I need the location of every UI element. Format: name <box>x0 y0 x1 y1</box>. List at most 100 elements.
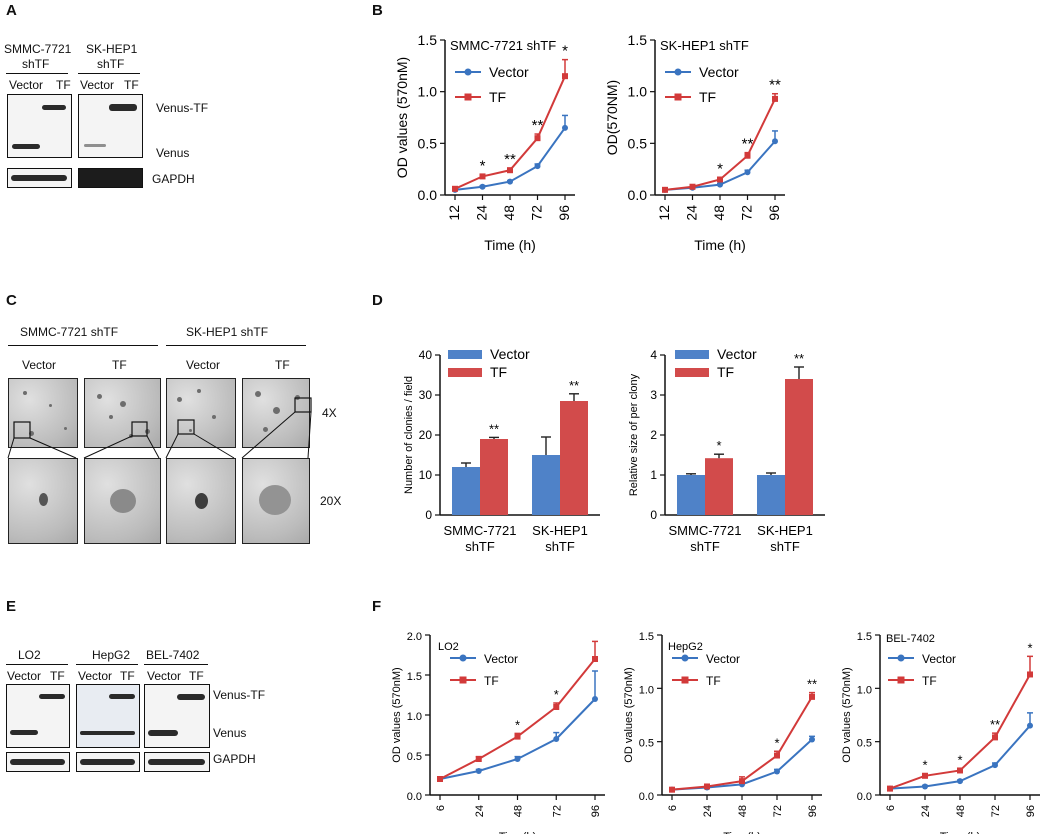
x-tick-label: 12 <box>656 205 672 221</box>
blot-e-gapdh-2 <box>76 752 140 772</box>
y-tick-label: 0.0 <box>418 187 438 203</box>
blot-e-underline-2 <box>76 664 138 665</box>
legend-label: TF <box>699 89 716 105</box>
point-tf <box>437 776 443 782</box>
blot-e-lane-vector-3: Vector <box>147 669 181 683</box>
point-vector <box>535 163 541 169</box>
x-tick-label: 6 <box>435 805 447 811</box>
y-tick-label: 2.0 <box>407 631 422 643</box>
bar-vector <box>532 455 560 515</box>
blot-e-main-3 <box>144 684 210 748</box>
y-tick-label: 30 <box>419 388 433 402</box>
y-tick-label: 0.5 <box>407 751 422 763</box>
point-tf <box>562 73 568 79</box>
band-venus-tf <box>177 694 205 700</box>
bar-tf <box>785 379 813 515</box>
chart-f-hepg2: 0.0 0.5 1.0 1.5 6 24 48 72 96 Time(h) OD values (5… <box>622 620 832 832</box>
y-tick-label: 1.5 <box>418 32 438 48</box>
legend-label: TF <box>706 674 721 688</box>
chart-d-clony-size: 01234Relative size of per clony *SMMC-772… <box>610 335 840 565</box>
legend-marker <box>682 677 689 684</box>
y-tick-label: 3 <box>650 388 657 402</box>
y-tick-label: 1 <box>650 468 657 482</box>
y-tick-label: 20 <box>419 428 433 442</box>
point-vector <box>745 169 751 175</box>
significance-marker: ** <box>807 677 817 692</box>
significance-marker: * <box>716 438 721 453</box>
y-tick-label: 0.5 <box>418 135 438 151</box>
significance-marker: ** <box>489 421 499 436</box>
bar-vector <box>452 467 480 515</box>
blot-e-underline-3 <box>144 664 208 665</box>
x-tick-label: 48 <box>711 205 727 221</box>
x-tick-label: 48 <box>501 205 517 221</box>
significance-marker: ** <box>794 351 804 366</box>
y-tick-label: 0.0 <box>857 791 872 803</box>
legend-label: TF <box>489 89 506 105</box>
chart-title: BEL-7402 <box>886 633 935 645</box>
bar-vector <box>757 475 785 515</box>
x-tick-label: 72 <box>551 805 563 817</box>
point-tf <box>515 734 521 740</box>
x-tick-label: 24 <box>702 805 714 817</box>
chart-title: LO2 <box>438 641 459 653</box>
band-venus-tf <box>39 694 65 699</box>
blot-e-label-venus-tf: Venus-TF <box>213 688 265 702</box>
blot-e-gapdh-1 <box>6 752 70 772</box>
x-tick-label: 24 <box>474 805 486 817</box>
point-vector <box>476 768 482 774</box>
y-tick-label: 1.0 <box>407 711 422 723</box>
blot-e-lane-tf-2: TF <box>120 669 135 683</box>
x-category-sublabel: shTF <box>770 539 800 554</box>
bar-vector <box>677 475 705 515</box>
legend-label: Vector <box>717 346 757 362</box>
point-tf <box>1027 671 1033 677</box>
x-tick-label: 72 <box>529 205 545 221</box>
y-tick-label: 0.5 <box>639 738 654 750</box>
legend-marker <box>460 677 467 684</box>
blot-e-gapdh-3 <box>144 752 210 772</box>
y-axis-label: OD values (570nM) <box>394 57 410 178</box>
legend-marker <box>898 655 905 662</box>
significance-marker: * <box>480 157 486 174</box>
x-category-label: SMMC-7721 <box>444 523 517 538</box>
blot-e-main-2 <box>76 684 140 748</box>
y-tick-label: 0.5 <box>857 738 872 750</box>
y-tick-label: 2 <box>650 428 657 442</box>
y-tick-label: 0 <box>650 508 657 522</box>
band-gapdh <box>148 759 205 765</box>
legend-label: Vector <box>699 64 739 80</box>
y-tick-label: 10 <box>419 468 433 482</box>
x-tick-label: 24 <box>920 805 932 817</box>
panel-label-f: F <box>372 598 381 615</box>
point-vector <box>922 783 928 789</box>
series-line-tf <box>672 697 812 790</box>
x-tick-label: 72 <box>990 805 1002 817</box>
x-tick-label: 24 <box>684 205 700 221</box>
point-vector <box>957 778 963 784</box>
blot-e-lane-vector-1: Vector <box>7 669 41 683</box>
legend-label: TF <box>922 674 937 688</box>
bar-tf <box>705 458 733 515</box>
blot-e-cell-hepg2: HepG2 <box>92 648 130 662</box>
x-tick-label: 72 <box>739 205 755 221</box>
point-vector <box>772 138 778 144</box>
legend-label: TF <box>717 364 734 380</box>
band-gapdh <box>10 759 65 765</box>
blot-e-label-venus: Venus <box>213 726 246 740</box>
chart-d-clony-number: 010203040Number of clonies / field **SMMC… <box>380 335 612 565</box>
legend-swatch <box>675 368 709 377</box>
y-axis-label: OD values (570nM) <box>391 667 403 762</box>
y-tick-label: 1.5 <box>639 631 654 643</box>
micro-zoom-lines <box>0 0 360 560</box>
significance-marker: ** <box>769 77 781 94</box>
legend-label: TF <box>484 674 499 688</box>
x-category-label: SK-HEP1 <box>757 523 813 538</box>
significance-marker: * <box>1027 640 1032 655</box>
y-tick-label: 1.5 <box>407 671 422 683</box>
blot-e-lane-vector-2: Vector <box>78 669 112 683</box>
blot-e-underline-1 <box>6 664 68 665</box>
point-tf <box>809 694 815 700</box>
x-category-sublabel: shTF <box>465 539 495 554</box>
chart-f-lo2: 0.0 0.5 1.0 1.5 2.0 6 24 48 72 96 Time(h) OD values… <box>380 620 615 832</box>
